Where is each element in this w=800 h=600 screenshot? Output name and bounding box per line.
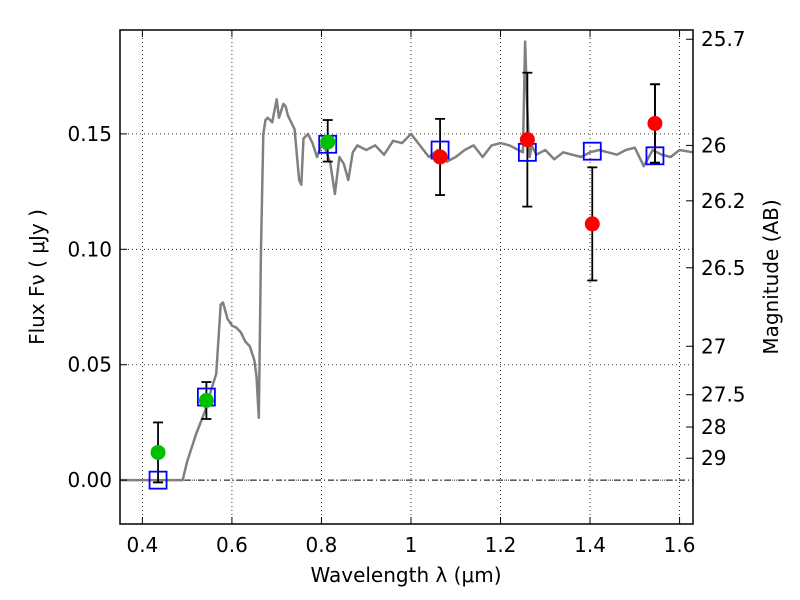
y-axis-label: Flux Fν ( μJy ) (25, 209, 49, 345)
right-tick-label: 27.5 (701, 383, 746, 407)
red-circle-marker (432, 149, 448, 165)
x-axis-label: Wavelength λ (μm) (310, 563, 501, 587)
x-tick-label: 0.4 (126, 533, 158, 557)
data-points (148, 115, 665, 490)
x-tick-label: 1.2 (485, 533, 517, 557)
right-tick-label: 26.2 (701, 189, 746, 213)
square-marker (582, 141, 602, 161)
x-tick-label: 0.8 (306, 533, 338, 557)
y-axis-ticks: 0.00 0.05 0.10 0.15 (67, 122, 127, 492)
x-tick-label: 0.6 (216, 533, 248, 557)
y-tick-label: 0.15 (67, 122, 112, 146)
green-circle-marker (150, 444, 166, 460)
model-spectrum-line (120, 40, 694, 482)
right-tick-label: 26.5 (701, 256, 746, 280)
plot-frame (119, 29, 694, 525)
plot-area (120, 30, 693, 524)
right-tick-label: 26 (701, 133, 726, 157)
green-circle-marker (320, 134, 336, 150)
x-tick-label: 1.6 (664, 533, 696, 557)
y-tick-label: 0.05 (67, 353, 112, 377)
y-tick-label: 0.00 (67, 468, 112, 492)
red-circle-marker (519, 132, 535, 148)
square-marker (148, 470, 168, 490)
right-tick-label: 25.7 (701, 27, 746, 51)
right-tick-label: 28 (701, 415, 726, 439)
x-axis-ticks: 0.4 0.6 0.8 1 1.2 1.4 1.6 (126, 30, 695, 557)
right-axis-label: Magnitude (AB) (759, 199, 783, 354)
green-circle-marker (198, 393, 214, 408)
square-marker (645, 146, 665, 166)
x-tick-label: 1.4 (574, 533, 606, 557)
right-axis-ticks: 25.7 26 26.2 26.5 27 27.5 28 29 (686, 27, 746, 470)
right-tick-label: 29 (701, 446, 726, 470)
x-tick-label: 1 (405, 533, 418, 557)
right-tick-label: 27 (701, 334, 726, 358)
red-circle-marker (647, 115, 663, 131)
y-tick-label: 0.10 (67, 237, 112, 261)
red-circle-marker (584, 216, 600, 232)
